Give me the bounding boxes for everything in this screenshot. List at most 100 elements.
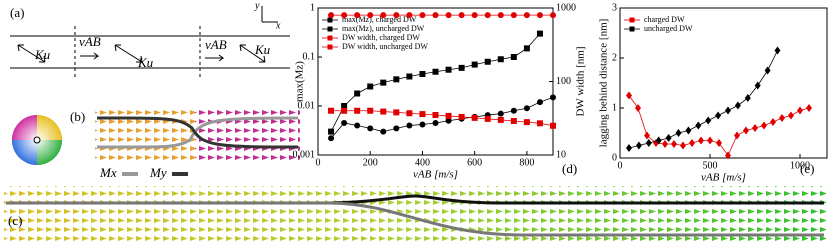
marker [471,12,478,19]
marker [754,81,761,90]
y-tick-label: 0.01 [298,100,316,111]
marker [380,108,387,115]
y-tick-label: 3 [612,2,617,13]
marker [675,129,682,137]
marker [707,136,713,145]
marker [497,110,504,117]
panel-label: (c) [8,213,22,228]
mx-profile [6,201,824,237]
wheel-center [33,136,41,144]
x-tick-label: 1000 [790,160,810,171]
x-tick-label: 200 [363,157,378,168]
marker [523,12,530,19]
marker [497,12,504,19]
anisotropy-arrow [114,44,143,63]
marker [734,101,741,110]
panel-label: (e) [800,161,814,176]
marker [341,103,348,109]
marker [328,12,335,19]
legend-swatch [327,35,333,41]
marker [523,119,530,126]
x-tick-label: 500 [703,160,718,171]
y-tick-label: 2 [612,52,617,63]
marker [328,135,335,142]
marker [367,125,374,132]
marker [471,61,478,68]
legend-label: DW width, uncharged DW [342,42,428,51]
marker [695,121,702,130]
plot-frame [619,7,828,159]
marker [367,107,374,114]
marker [761,121,767,130]
y-tick-label: 0.001 [293,149,316,160]
marker [445,112,452,119]
x-tick-label: 400 [415,157,430,168]
marker [484,115,491,122]
v-label: vAB [205,37,227,52]
spin-field [95,108,195,162]
marker [752,124,758,132]
legend-swatch [327,26,333,32]
legend-swatch [629,26,635,32]
marker [471,114,478,121]
panel-label: (d) [562,161,577,176]
x-tick-label: 0 [618,160,623,171]
marker [806,104,812,112]
marker [380,79,387,86]
x-tick-label: 0 [316,157,321,168]
marker [497,56,504,63]
marker [645,139,652,147]
marker [445,12,452,19]
marker [406,12,413,19]
marker [655,136,662,145]
marker [550,122,556,129]
legend-label: max(Mz), charged DW [342,15,417,24]
marker [432,68,439,75]
marker [341,12,348,19]
legend-label: uncharged DW [644,24,693,33]
marker [797,106,803,115]
marker [644,131,650,140]
marker [458,64,465,71]
marker [393,76,400,83]
marker [685,126,692,135]
marker [419,121,426,128]
v-label: vAB [79,34,101,49]
spin-field [195,108,300,162]
marker [764,66,771,75]
y2-tick-label: 10 [556,149,566,160]
marker [725,106,731,115]
k-label: Ku [254,42,271,57]
marker [689,139,695,147]
marker [380,12,387,19]
y2-tick-label: 1000 [556,2,576,13]
anisotropy-arrow [239,44,266,63]
marker [445,117,452,124]
marker [536,120,543,127]
marker [510,54,517,60]
marker [536,99,543,106]
axes-icon [261,6,278,23]
marker [445,66,452,73]
anisotropy-arrow [17,44,46,63]
marker [662,140,668,148]
marker [626,144,632,152]
y-tick-label: 0 [612,152,617,163]
marker [341,107,348,114]
marker [523,45,530,52]
marker [406,110,413,117]
marker [432,112,439,119]
marker [698,136,704,145]
x-tick-label: 600 [467,157,482,168]
marker [680,141,686,150]
marker [432,119,439,126]
panel-a: (a) Ku Ku Ku vAB vAB y x [10,0,290,78]
x-tick-label: 800 [519,157,534,168]
series-line [331,110,554,127]
marker [779,114,785,122]
x-axis-label: vAB [m/s] [413,169,458,181]
marker [635,141,642,150]
marker [744,94,751,102]
my-profile [6,194,824,205]
